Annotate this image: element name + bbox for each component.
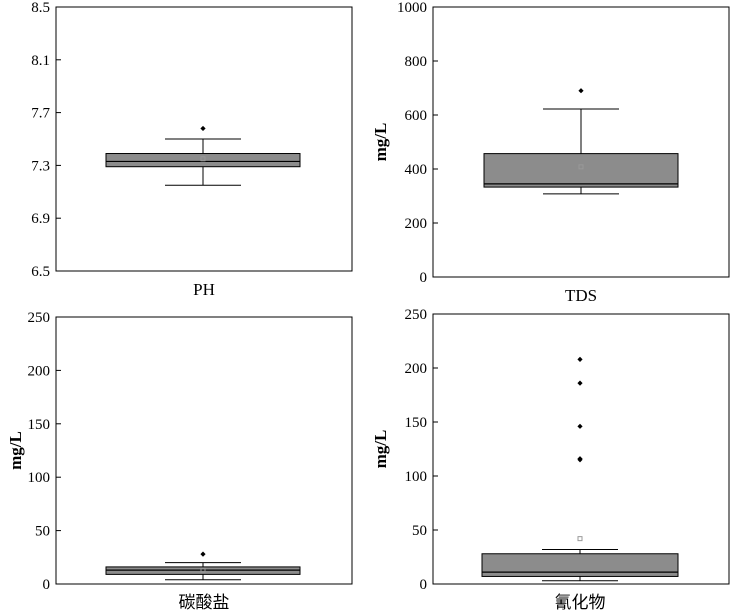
x-category-label: PH bbox=[193, 280, 215, 299]
y-tick-label: 50 bbox=[35, 524, 50, 540]
mean-marker bbox=[200, 156, 206, 162]
y-tick-label: 7.3 bbox=[31, 158, 50, 174]
iqr-box bbox=[483, 153, 679, 188]
outlier-point bbox=[577, 380, 583, 386]
y-tick-label: 150 bbox=[405, 415, 428, 431]
outlier-point bbox=[200, 551, 206, 557]
y-tick-label: 6.5 bbox=[31, 264, 50, 280]
y-tick-label: 150 bbox=[28, 417, 51, 433]
outlier-point bbox=[577, 423, 583, 429]
mean-marker bbox=[578, 164, 584, 170]
y-tick-label: 0 bbox=[43, 577, 51, 593]
y-tick-label: 0 bbox=[420, 577, 428, 593]
iqr-box bbox=[481, 553, 679, 577]
iqr-box bbox=[105, 153, 301, 168]
plot-frame bbox=[432, 313, 730, 585]
y-tick-label: 100 bbox=[405, 469, 428, 485]
chart-panel-4: 0 50 100 150 200 250 氰化物 mg/L bbox=[371, 307, 730, 612]
mean-marker bbox=[577, 536, 583, 542]
y-tick-label: 600 bbox=[405, 108, 428, 124]
x-category-label: 氰化物 bbox=[555, 593, 606, 612]
outlier-point bbox=[200, 125, 206, 132]
chart-panel-1: 6.5 6.9 7.3 7.7 8.1 8.5 PH bbox=[31, 0, 353, 299]
y-tick-label: 250 bbox=[405, 307, 428, 323]
y-tick-label: 200 bbox=[28, 363, 51, 379]
y-tick-label: 200 bbox=[405, 361, 428, 377]
y-tick-label: 200 bbox=[405, 216, 428, 232]
y-tick-label: 1000 bbox=[397, 0, 427, 16]
y-axis-label: mg/L bbox=[371, 123, 390, 162]
mean-marker bbox=[200, 567, 206, 573]
y-tick-label: 7.7 bbox=[31, 106, 50, 122]
x-category-label: 碳酸盐 bbox=[179, 593, 230, 612]
panels-group: 6.56.97.37.78.18.5PH02004006008001000TDS… bbox=[6, 0, 730, 612]
y-tick-label: 400 bbox=[405, 162, 428, 178]
outlier-point bbox=[577, 456, 583, 462]
x-category-label: TDS bbox=[565, 286, 597, 305]
y-tick-label: 6.9 bbox=[31, 211, 50, 227]
y-tick-label: 8.1 bbox=[31, 53, 50, 69]
y-tick-label: 8.5 bbox=[31, 0, 50, 16]
y-tick-label: 0 bbox=[420, 270, 428, 286]
plot-frame bbox=[55, 316, 353, 585]
y-tick-label: 250 bbox=[28, 310, 51, 326]
outlier-point bbox=[578, 88, 584, 94]
y-tick-label: 50 bbox=[412, 523, 427, 539]
chart-panel-2: 0 200 400 600 800 1000 TDS mg/L bbox=[371, 0, 730, 305]
outlier-point bbox=[577, 356, 583, 362]
y-axis-label: mg/L bbox=[371, 430, 390, 469]
y-axis-label: mg/L bbox=[6, 431, 25, 470]
chart-panel-3: 0 50 100 150 200 250 碳酸盐 mg/L bbox=[6, 310, 353, 612]
y-tick-label: 800 bbox=[405, 54, 428, 70]
y-tick-label: 100 bbox=[28, 470, 51, 486]
